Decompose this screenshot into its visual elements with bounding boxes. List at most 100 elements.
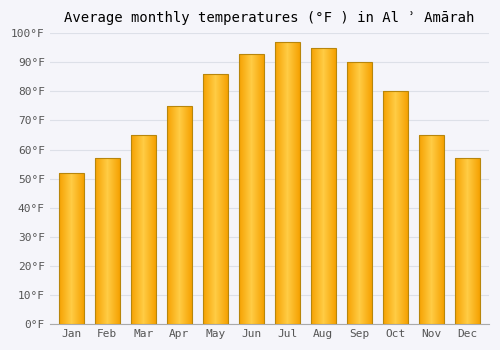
Bar [132, 135, 133, 324]
Bar [366, 62, 367, 324]
Bar [246, 54, 247, 324]
Bar [238, 54, 264, 324]
Bar [217, 74, 218, 324]
Bar [136, 135, 137, 324]
Bar [420, 135, 421, 324]
Bar [225, 74, 226, 324]
Bar [104, 158, 105, 324]
Bar [313, 48, 314, 324]
Bar [187, 106, 188, 324]
Bar [112, 158, 113, 324]
Bar [96, 158, 97, 324]
Bar [328, 48, 329, 324]
Bar [423, 135, 424, 324]
Bar [153, 135, 154, 324]
Bar [170, 106, 171, 324]
Bar [94, 158, 95, 324]
Bar [177, 106, 178, 324]
Bar [386, 91, 387, 324]
Bar [459, 158, 460, 324]
Bar [369, 62, 370, 324]
Bar [218, 74, 219, 324]
Bar [287, 42, 288, 324]
Bar [243, 54, 244, 324]
Bar [186, 106, 187, 324]
Bar [436, 135, 437, 324]
Bar [347, 62, 348, 324]
Bar [407, 91, 408, 324]
Bar [435, 135, 436, 324]
Bar [335, 48, 336, 324]
Bar [334, 48, 335, 324]
Bar [323, 48, 324, 324]
Bar [392, 91, 393, 324]
Bar [219, 74, 220, 324]
Bar [140, 135, 141, 324]
Bar [189, 106, 190, 324]
Bar [298, 42, 299, 324]
Bar [282, 42, 283, 324]
Title: Average monthly temperatures (°F ) in Al ʾ Amārah: Average monthly temperatures (°F ) in Al… [64, 11, 474, 25]
Bar [284, 42, 285, 324]
Bar [474, 158, 475, 324]
Bar [357, 62, 358, 324]
Bar [442, 135, 443, 324]
Bar [393, 91, 394, 324]
Bar [434, 135, 435, 324]
Bar [468, 158, 469, 324]
Bar [211, 74, 212, 324]
Bar [105, 158, 106, 324]
Bar [351, 62, 352, 324]
Bar [315, 48, 316, 324]
Bar [476, 158, 477, 324]
Bar [333, 48, 334, 324]
Bar [325, 48, 326, 324]
Bar [239, 54, 240, 324]
Bar [118, 158, 119, 324]
Bar [430, 135, 431, 324]
Bar [134, 135, 136, 324]
Bar [166, 106, 167, 324]
Bar [256, 54, 257, 324]
Bar [206, 74, 207, 324]
Bar [223, 74, 224, 324]
Bar [149, 135, 150, 324]
Bar [82, 173, 83, 324]
Bar [75, 173, 76, 324]
Bar [148, 135, 149, 324]
Bar [463, 158, 464, 324]
Bar [469, 158, 470, 324]
Bar [310, 48, 336, 324]
Bar [175, 106, 176, 324]
Bar [213, 74, 214, 324]
Bar [248, 54, 249, 324]
Bar [154, 135, 155, 324]
Bar [151, 135, 152, 324]
Bar [370, 62, 371, 324]
Bar [263, 54, 264, 324]
Bar [318, 48, 319, 324]
Bar [207, 74, 208, 324]
Bar [421, 135, 422, 324]
Bar [69, 173, 70, 324]
Bar [320, 48, 321, 324]
Bar [166, 106, 192, 324]
Bar [97, 158, 98, 324]
Bar [358, 62, 359, 324]
Bar [250, 54, 251, 324]
Bar [100, 158, 101, 324]
Bar [293, 42, 294, 324]
Bar [441, 135, 442, 324]
Bar [205, 74, 206, 324]
Bar [147, 135, 148, 324]
Bar [398, 91, 399, 324]
Bar [321, 48, 322, 324]
Bar [276, 42, 277, 324]
Bar [72, 173, 73, 324]
Bar [390, 91, 391, 324]
Bar [324, 48, 325, 324]
Bar [427, 135, 428, 324]
Bar [429, 135, 430, 324]
Bar [332, 48, 333, 324]
Bar [439, 135, 440, 324]
